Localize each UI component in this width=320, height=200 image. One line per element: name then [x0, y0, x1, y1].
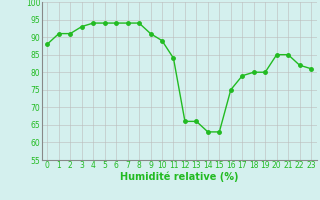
X-axis label: Humidité relative (%): Humidité relative (%)	[120, 172, 238, 182]
